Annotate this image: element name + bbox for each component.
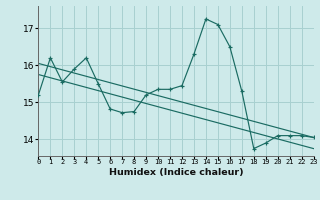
X-axis label: Humidex (Indice chaleur): Humidex (Indice chaleur) [109,168,243,177]
